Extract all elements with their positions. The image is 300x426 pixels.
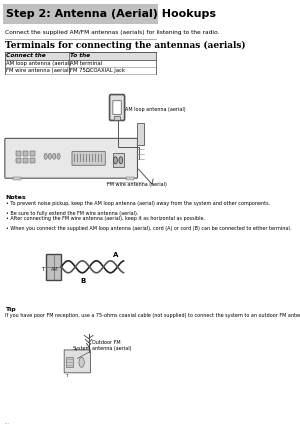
Text: Tip: Tip [5, 307, 16, 311]
Text: AM loop antenna (aerial): AM loop antenna (aerial) [6, 61, 72, 66]
Bar [98, 154, 99, 162]
Bar [114, 116, 120, 121]
Text: T: T [41, 267, 45, 272]
Bar [16, 158, 22, 163]
Text: To the: To the [70, 53, 90, 58]
Text: • Be sure to fully extend the FM wire antenna (aerial).: • Be sure to fully extend the FM wire an… [6, 211, 139, 216]
Text: Terminals for connecting the antennas (aerials): Terminals for connecting the antennas (a… [5, 41, 246, 50]
Text: Connect the supplied AM/FM antennas (aerials) for listening to the radio.: Connect the supplied AM/FM antennas (aer… [5, 30, 220, 35]
Text: B: B [80, 278, 85, 284]
Circle shape [44, 153, 47, 159]
Bar [3, 4, 158, 24]
Bar [30, 158, 35, 163]
Text: Connect the: Connect the [6, 53, 46, 58]
Text: A: A [113, 252, 118, 258]
Bar [83, 154, 84, 162]
Bar [23, 151, 28, 156]
Text: AM: AM [51, 267, 59, 272]
FancyBboxPatch shape [110, 95, 124, 121]
Bar [66, 357, 73, 367]
Bar [95, 154, 96, 162]
FancyBboxPatch shape [64, 350, 91, 373]
Bar [77, 154, 78, 162]
Text: FM 75ΩCOAXIAL jack: FM 75ΩCOAXIAL jack [70, 68, 124, 73]
Bar [74, 154, 75, 162]
Text: • When you connect the supplied AM loop antenna (aerial), cord (A) or cord (B) c: • When you connect the supplied AM loop … [6, 226, 292, 231]
Circle shape [79, 357, 84, 367]
Text: • After connecting the FM wire antenna (aerial), keep it as horizontal as possib: • After connecting the FM wire antenna (… [6, 216, 206, 221]
Bar [86, 154, 87, 162]
Text: AM terminal: AM terminal [70, 61, 102, 66]
Text: If you have poor FM reception, use a 75-ohms coaxial cable (not supplied) to con: If you have poor FM reception, use a 75-… [5, 313, 300, 318]
Bar [89, 154, 90, 162]
Circle shape [57, 153, 60, 159]
Bar [92, 154, 93, 162]
Bar [23, 158, 28, 163]
FancyBboxPatch shape [72, 151, 105, 165]
Bar [126, 177, 134, 180]
Text: Step 2: Antenna (Aerial) Hookups: Step 2: Antenna (Aerial) Hookups [6, 9, 216, 19]
Circle shape [52, 153, 56, 159]
Bar [137, 124, 145, 145]
Circle shape [119, 157, 123, 164]
Bar [113, 153, 124, 167]
Text: AM loop antenna (aerial): AM loop antenna (aerial) [125, 106, 186, 112]
Bar [14, 177, 22, 180]
Bar [16, 151, 22, 156]
Bar [80, 154, 81, 162]
Text: ...: ... [4, 420, 10, 425]
Text: Outdoor FM
antenna (aerial): Outdoor FM antenna (aerial) [92, 340, 131, 351]
Text: Notes: Notes [5, 195, 26, 200]
Text: System: System [73, 346, 92, 351]
FancyBboxPatch shape [46, 254, 61, 280]
Text: T: T [65, 374, 68, 378]
Text: FM wire antenna (aerial): FM wire antenna (aerial) [6, 68, 71, 73]
Circle shape [114, 157, 117, 164]
Text: FM wire antenna (aerial): FM wire antenna (aerial) [107, 182, 167, 187]
Bar [30, 151, 35, 156]
Bar [5, 52, 156, 60]
Circle shape [48, 153, 52, 159]
Text: • To prevent noise pickup, keep the AM loop antenna (aerial) away from the syste: • To prevent noise pickup, keep the AM l… [6, 201, 271, 206]
FancyBboxPatch shape [5, 138, 137, 178]
FancyBboxPatch shape [113, 101, 122, 115]
